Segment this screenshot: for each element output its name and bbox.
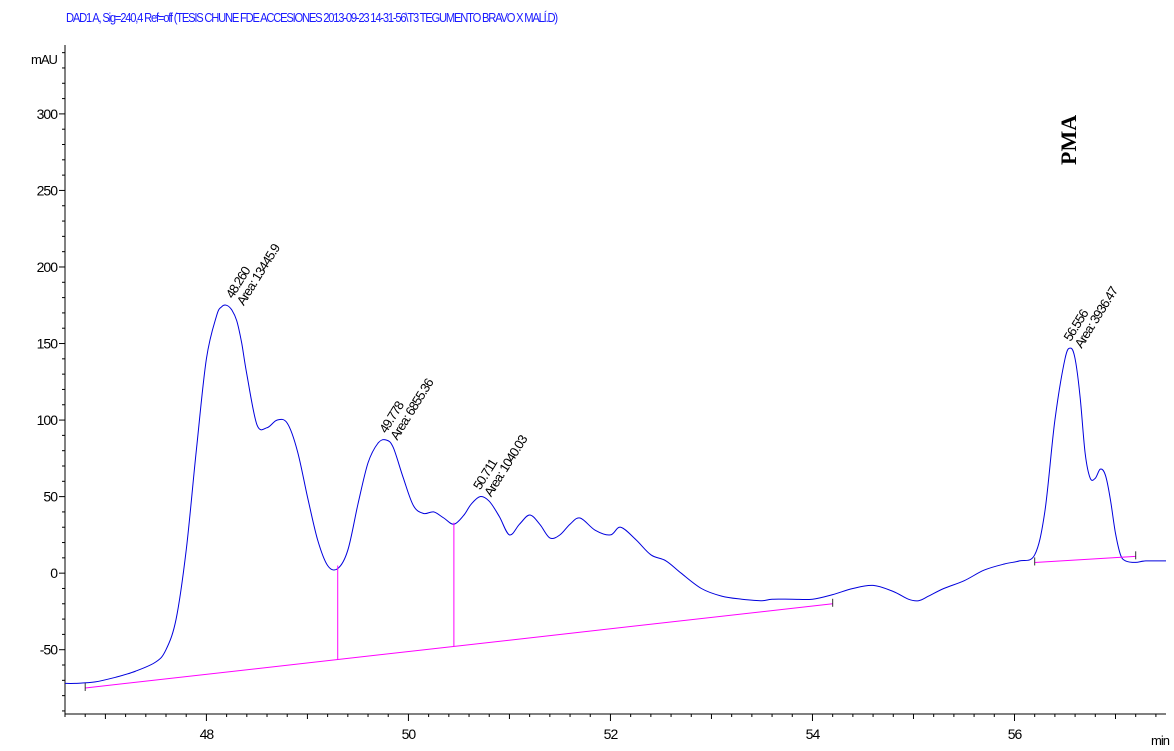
y-tick-label: 250	[37, 182, 59, 198]
y-tick-label: 50	[43, 489, 58, 505]
x-tick-label: 48	[200, 726, 215, 742]
x-tick-label: 56	[1008, 726, 1023, 742]
y-tick-label: 300	[37, 106, 59, 122]
integration-baseline	[1034, 555, 1136, 563]
y-tick-label: 150	[37, 336, 59, 352]
x-tick-label: 52	[604, 726, 619, 742]
signal-trace	[64, 304, 1167, 684]
y-tick-label: 200	[37, 259, 59, 275]
y-tick-label: -50	[40, 642, 58, 658]
y-tick-label: 100	[37, 412, 59, 428]
y-axis-label: mAU	[31, 52, 58, 67]
axes	[64, 45, 1166, 715]
signal-header: DAD1 A, Sig=240,4 Ref=off (TESIS CHUNE F…	[66, 10, 558, 25]
baseline-layer	[84, 522, 1137, 691]
x-axis-label: min	[1151, 733, 1170, 748]
integration-baseline	[85, 603, 833, 689]
x-tick-label: 50	[402, 726, 417, 742]
pma-annotation: PMA	[1056, 115, 1081, 165]
x-tick-label: 54	[806, 726, 821, 742]
axis-ticks: -50 0 50 100 150 200 250 300 48 50 52 54 56	[37, 52, 1157, 742]
series-layer	[64, 304, 1167, 684]
y-tick-label: 0	[50, 565, 58, 581]
